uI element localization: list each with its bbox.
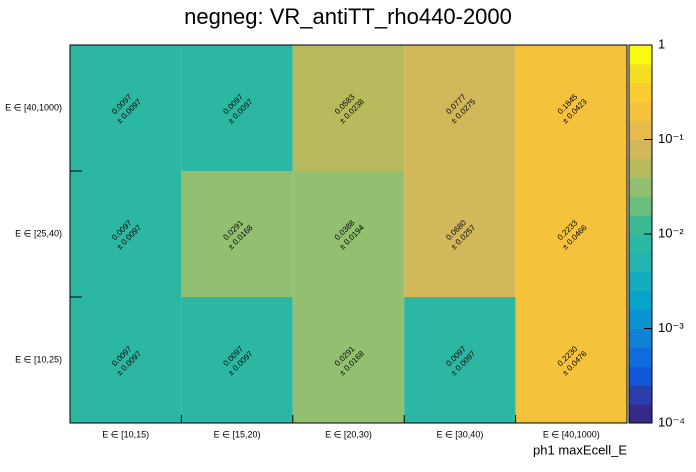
- heatmap-cell: [181, 45, 293, 171]
- x-tick-label: E ∈ [30,40): [436, 429, 483, 439]
- colorbar-band: [629, 158, 652, 178]
- y-tick-label: E ∈ [40,1000): [5, 102, 62, 112]
- x-tick-label: E ∈ [15,20): [214, 429, 261, 439]
- colorbar-band: [629, 101, 652, 122]
- colorbar-band: [629, 385, 652, 405]
- heatmap-cell: [292, 171, 405, 297]
- y-tick-label: E ∈ [10,25): [15, 354, 62, 364]
- colorbar-band: [629, 271, 652, 292]
- colorbar-band: [629, 347, 652, 367]
- x-tick-label: E ∈ [20,30): [325, 429, 372, 439]
- colorbar-band: [629, 82, 652, 103]
- colorbar-band: [629, 234, 652, 254]
- colorbar-band: [629, 290, 652, 311]
- x-tick-label: E ∈ [10,15): [102, 429, 149, 439]
- x-axis-label: ph1 maxEcell_E: [533, 442, 627, 457]
- colorbar-band: [629, 196, 652, 216]
- colorbar-tick-label: 10⁻¹: [658, 131, 684, 146]
- colorbar-band: [629, 120, 652, 140]
- colorbar-band: [629, 252, 652, 273]
- chart-title: negneg: VR_antiTT_rho440-2000: [184, 4, 512, 29]
- colorbar-band: [629, 366, 652, 386]
- heatmap-cell: [70, 45, 182, 171]
- heatmap-cell: [404, 171, 516, 297]
- heatmap-cell: [292, 45, 405, 171]
- heatmap-cell: [70, 297, 182, 423]
- heatmap-cell: [181, 171, 293, 297]
- heatmap-cell: [515, 171, 627, 297]
- colorbar-tick-label: 10⁻⁴: [658, 414, 685, 429]
- colorbar-band: [629, 215, 652, 235]
- colorbar-tick-label: 1: [658, 36, 665, 51]
- heatmap-cell: [404, 297, 516, 423]
- colorbar-band: [629, 63, 652, 84]
- colorbar-band: [629, 177, 652, 197]
- heatmap-cell: [515, 45, 627, 171]
- heatmap-cell: [515, 297, 627, 423]
- colorbar-band: [629, 139, 652, 159]
- y-tick-label: E ∈ [25,40): [15, 228, 62, 238]
- colorbar-band: [629, 309, 652, 329]
- plot-frame: [69, 44, 628, 424]
- colorbar-tick-label: 10⁻³: [658, 320, 684, 335]
- colorbar-band: [629, 404, 652, 424]
- colorbar-band: [629, 328, 652, 348]
- colorbar-band: [629, 45, 652, 65]
- heatmap-cell: [70, 171, 182, 297]
- colorbar-tick-label: 10⁻²: [658, 225, 684, 240]
- heatmap-cell: [181, 297, 293, 423]
- heatmap-cell: [292, 297, 405, 423]
- heatmap-cell: [404, 45, 516, 171]
- x-tick-label: E ∈ [40,1000): [543, 429, 600, 439]
